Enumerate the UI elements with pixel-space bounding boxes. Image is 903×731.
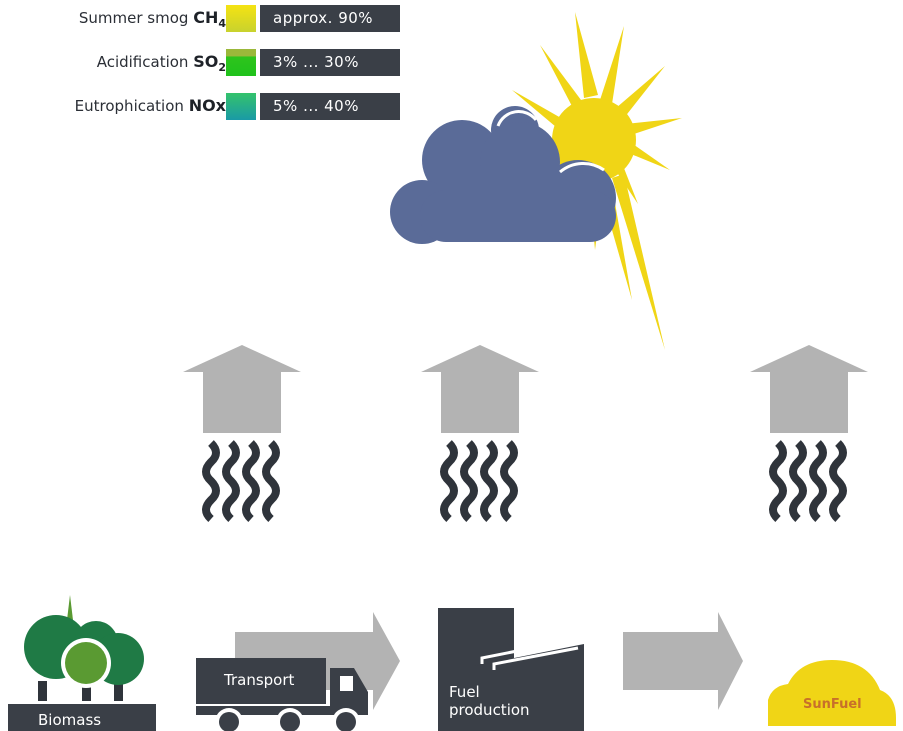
legend-label: Eutrophication NOx [75, 96, 226, 115]
car-icon [768, 660, 896, 726]
legend-value: 3% ... 30% [260, 49, 400, 76]
fuel-label-line2: production [449, 701, 530, 719]
legend-swatch [226, 93, 256, 120]
emission-arrow-icon [183, 345, 301, 522]
fuel-production-label: Fuel production [449, 683, 530, 719]
legend-row-eutrophication: Eutrophication NOx 5% ... 40% [0, 91, 410, 121]
factory-icon [438, 608, 584, 731]
sunfuel-label: SunFuel [803, 697, 862, 712]
legend-chemical: NOx [188, 96, 226, 115]
legend-effect-name: Acidification [96, 53, 189, 71]
legend-value: 5% ... 40% [260, 93, 400, 120]
legend-label: Summer smog CH4 [79, 8, 226, 30]
legend-row-acidification: Acidification SO2 3% ... 30% [0, 47, 410, 77]
emission-arrow-icon [421, 345, 539, 522]
truck-icon [196, 658, 368, 731]
legend-chemical: SO [193, 52, 219, 71]
legend-row-summer-smog: Summer smog CH4 approx. 90% [0, 3, 410, 33]
emission-arrow-icon [750, 345, 868, 522]
process-arrow-icon [623, 612, 743, 710]
weather-illustration [390, 12, 682, 350]
tree-icon [8, 595, 156, 731]
biomass-label: Biomass [38, 711, 102, 729]
legend-effect-name: Summer smog [78, 9, 189, 27]
legend-value: approx. 90% [260, 5, 400, 32]
legend-chemical-sub: 4 [218, 17, 226, 31]
legend-chemical: CH [193, 8, 219, 27]
legend-effect-name: Eutrophication [74, 97, 184, 115]
legend-label: Acidification SO2 [97, 52, 226, 74]
fuel-label-line1: Fuel [449, 683, 480, 701]
legend-chemical-sub: 2 [218, 61, 226, 75]
legend-swatch [226, 49, 256, 76]
transport-label: Transport [224, 671, 295, 689]
legend-swatch [226, 5, 256, 32]
